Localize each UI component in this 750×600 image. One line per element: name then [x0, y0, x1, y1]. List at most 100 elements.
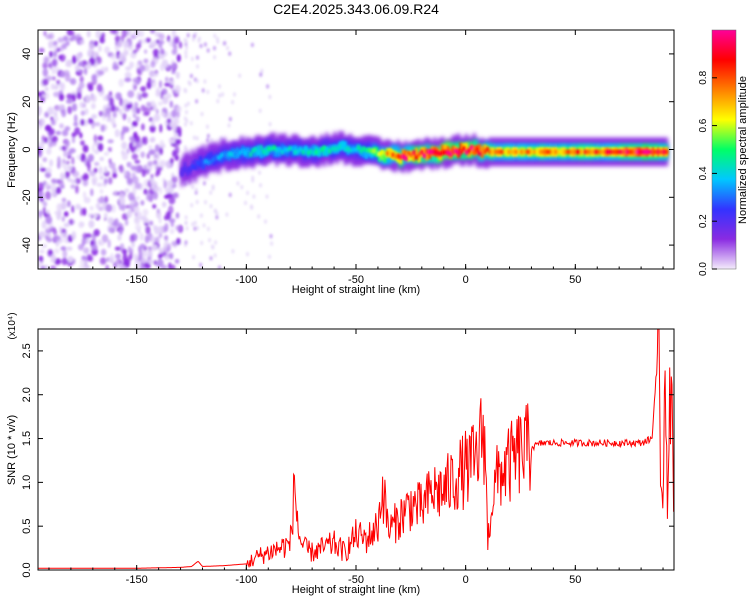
snr-y-tick-label: 0.0: [21, 562, 33, 577]
noise-speckle: [168, 38, 173, 47]
ridge-cell: [514, 149, 519, 155]
noise-speckle: [169, 139, 176, 144]
noise-speckle: [168, 196, 176, 205]
ridge-cell: [270, 146, 274, 152]
noise-speckle: [84, 67, 88, 76]
noise-speckle: [117, 234, 122, 241]
noise-speckle: [107, 177, 113, 185]
noise-speckle: [165, 76, 169, 83]
ridge-cell: [509, 149, 513, 155]
noise-speckle: [92, 51, 98, 59]
noise-speckle: [93, 134, 98, 143]
noise-speckle: [67, 256, 74, 263]
ridge-cell: [635, 149, 640, 155]
ridge-cell: [480, 146, 484, 151]
ridge-cell: [477, 151, 482, 156]
noise-speckle: [105, 204, 113, 213]
noise-speckle: [91, 175, 98, 184]
noise-speckle: [169, 252, 174, 260]
noise-speckle: [107, 239, 111, 249]
noise-speckle: [118, 78, 125, 88]
noise-speckle: [56, 210, 62, 217]
noise-speckle: [145, 37, 151, 43]
ridge-cell: [251, 148, 255, 153]
ridge-cell: [243, 150, 247, 156]
noise-speckle: [124, 219, 129, 226]
noise-speckle: [66, 30, 73, 36]
noise-speckle: [80, 207, 84, 217]
ridge-cell: [380, 149, 384, 155]
ridge-cell: [204, 158, 208, 164]
ridge-cell: [530, 149, 534, 155]
ridge-cell: [409, 152, 413, 158]
ridge-cell: [362, 146, 366, 151]
noise-speckle: [146, 101, 152, 107]
noise-speckle: [142, 208, 149, 217]
ridge-cell: [383, 150, 387, 156]
noise-speckle: [41, 93, 46, 99]
noise-speckle: [58, 182, 65, 188]
noise-speckle: [133, 131, 138, 140]
noise-speckle: [183, 116, 187, 121]
noise-speckle: [129, 234, 135, 243]
noise-speckle: [122, 102, 126, 111]
ridge-cell: [322, 146, 326, 157]
ridge-cell: [372, 148, 376, 154]
noise-speckle: [62, 35, 69, 42]
noise-speckle: [187, 80, 191, 85]
ridge-cell: [549, 149, 553, 155]
ridge-cell: [220, 153, 224, 163]
noise-speckle: [153, 186, 160, 193]
noise-speckle: [114, 35, 121, 43]
noise-speckle: [131, 106, 136, 114]
noise-speckle: [88, 213, 93, 218]
noise-speckle: [164, 188, 170, 194]
noise-speckle: [67, 106, 73, 115]
snr-x-tick-label: -150: [126, 574, 148, 586]
noise-speckle: [60, 44, 64, 52]
noise-speckle: [51, 253, 56, 263]
noise-speckle: [39, 249, 45, 254]
spectrogram-y-label: Frequency (Hz): [6, 112, 18, 188]
noise-speckle: [169, 100, 173, 108]
noise-speckle: [43, 56, 50, 64]
ridge-cell: [459, 149, 463, 155]
ridge-cell: [272, 145, 276, 150]
colorbar-tick-label: 0.2: [698, 214, 709, 228]
noise-speckle: [159, 47, 165, 55]
ridge-cell: [446, 150, 450, 156]
noise-speckle: [175, 145, 180, 155]
noise-speckle: [90, 188, 94, 197]
noise-speckle: [157, 225, 164, 234]
noise-speckle: [78, 61, 84, 67]
ridge-cell: [641, 149, 645, 155]
ridge-cell: [470, 145, 474, 150]
ridge-cell: [220, 152, 224, 158]
noise-speckle: [91, 74, 97, 81]
noise-speckle: [246, 190, 250, 196]
noise-speckle: [184, 220, 188, 226]
ridge-cell: [191, 164, 195, 169]
ridge-cell: [299, 146, 303, 152]
noise-speckle: [184, 215, 188, 220]
noise-speckle: [114, 92, 121, 100]
noise-speckle: [71, 136, 76, 144]
noise-speckle: [44, 124, 52, 132]
snr-y-tick-label: 2.0: [21, 387, 33, 402]
noise-speckle: [244, 200, 247, 206]
noise-speckle: [184, 39, 188, 44]
noise-speckle: [167, 205, 174, 215]
noise-speckle: [135, 78, 140, 85]
noise-speckle: [199, 43, 203, 49]
noise-speckle: [190, 56, 194, 62]
snr-x-tick-label: 50: [569, 574, 581, 586]
noise-speckle: [209, 256, 213, 261]
ridge-cell: [183, 164, 187, 181]
ridge-cell: [656, 149, 661, 155]
noise-speckle: [43, 264, 49, 269]
ridge-cell: [356, 145, 361, 151]
noise-speckle: [131, 153, 139, 160]
noise-speckle: [55, 186, 62, 195]
noise-speckle: [196, 64, 199, 69]
noise-speckle: [126, 148, 130, 154]
